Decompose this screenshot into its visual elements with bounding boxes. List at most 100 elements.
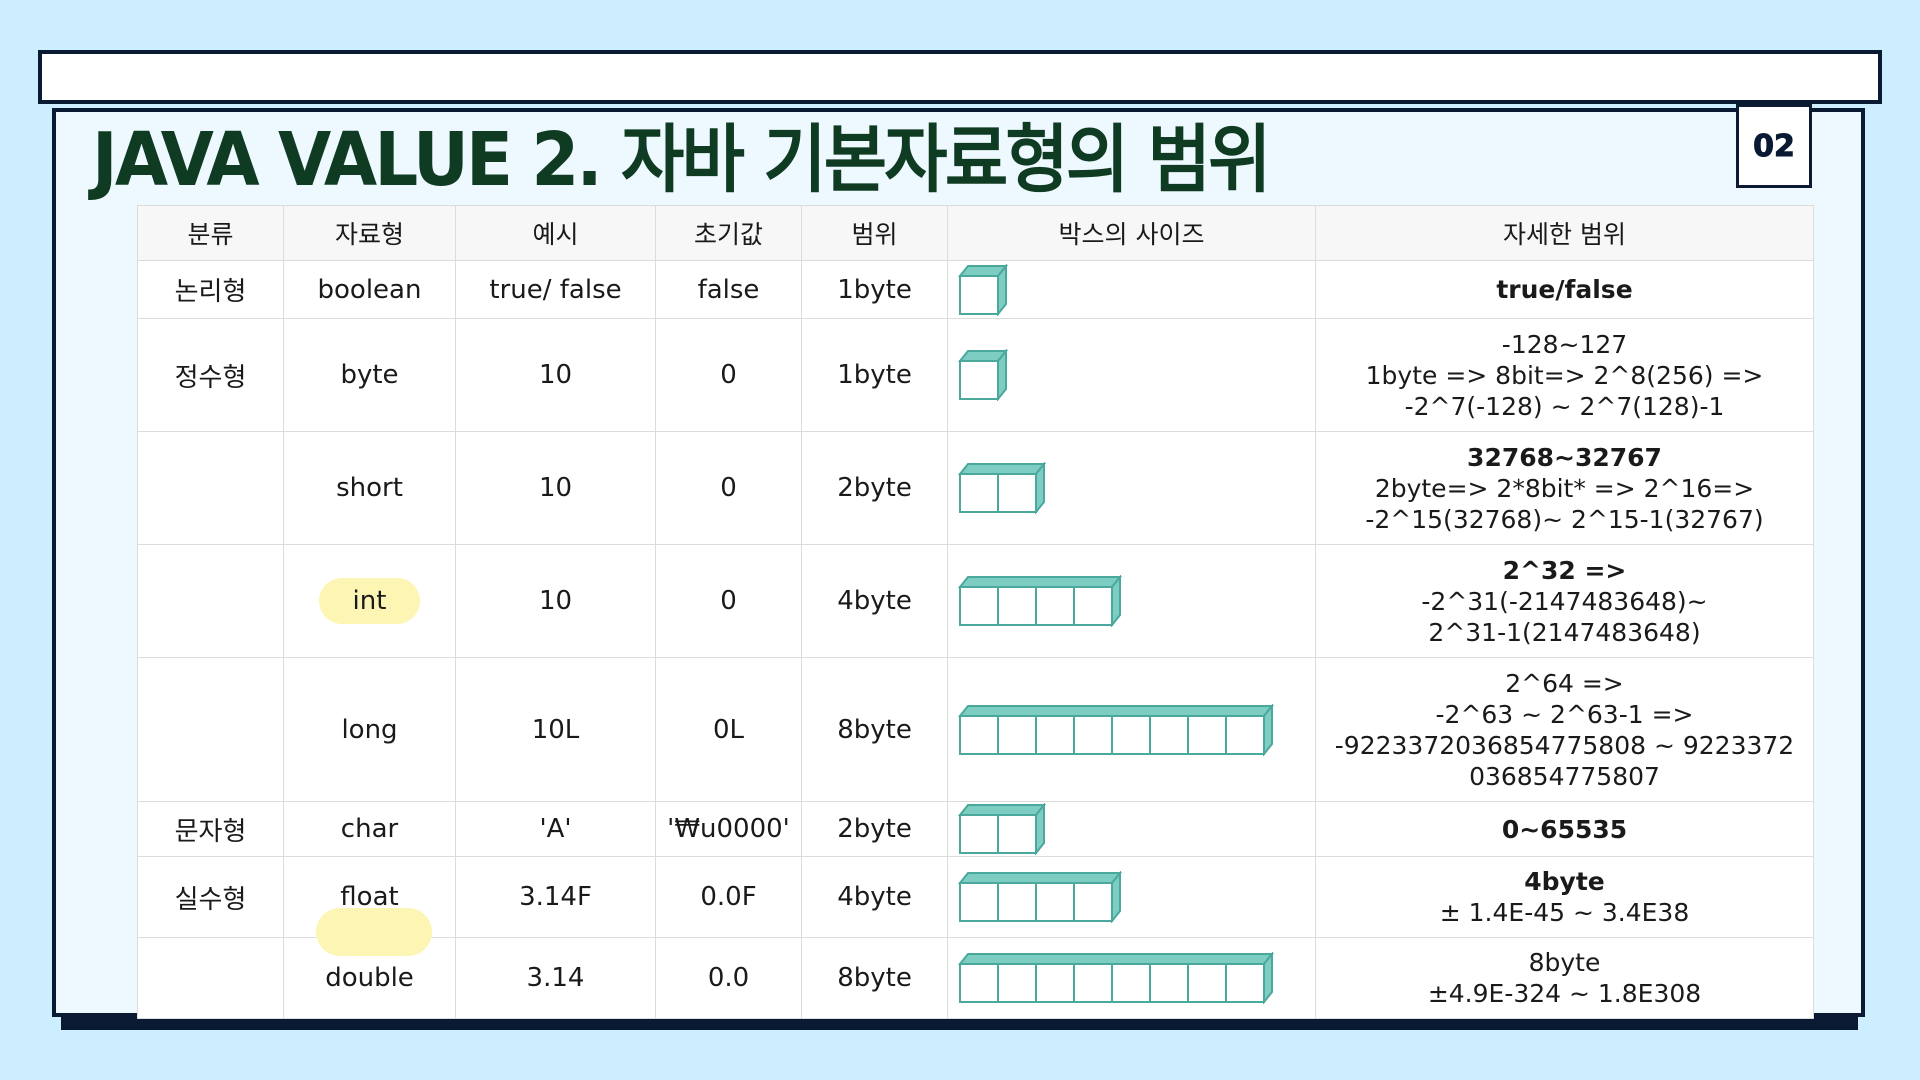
box-top-face [958,804,1046,816]
cell-detail-range: 0~65535 [1315,801,1814,857]
byte-box [959,586,999,626]
byte-box [959,714,999,755]
box-side-face [997,263,1007,316]
detail-line: 8byte [1528,948,1601,977]
box-top-face [958,704,1274,717]
byte-boxes-icon [958,349,1008,401]
cell-type: byte [283,318,456,432]
detail-line: 036854775807 [1469,761,1660,791]
byte-box [1225,714,1265,755]
byte-box [997,714,1037,755]
box-side-face [997,349,1007,401]
detail-line: 0~65535 [1501,814,1628,844]
cell-detail-range: 32768~32767 2byte=> 2*8bit* => 2^16=> -2^1… [1315,431,1814,545]
cell-initial: 0.0 [655,937,802,1019]
box-side-face [1111,871,1121,923]
highlight-mark [316,908,432,956]
byte-box [1035,714,1075,755]
detail-line: -128~127 [1501,329,1628,359]
byte-box [1225,963,1265,1003]
byte-box [997,882,1037,922]
data-type-table: 분류 자료형 예시 초기값 범위 박스의 사이즈 자세한 범위 논리형 boole… [137,205,1814,1019]
cell-example: true/ false [455,260,656,319]
cell-range: 8byte [801,937,948,1019]
cell-type: long [283,657,456,802]
cell-detail-range: true/false [1315,260,1814,319]
table-row: int 10 0 4byte 2^32 => -2^31(-2147483648)~ 2^3… [137,544,1814,658]
cell-box-size [947,657,1316,802]
header-detail: 자세한 범위 [1315,205,1814,261]
header-range: 범위 [801,205,948,261]
cell-detail-range: 2^64 => -2^63 ~ 2^63-1 => -922337203685477… [1315,657,1814,802]
byte-box [1035,882,1075,922]
detail-line: 2^64 => [1505,668,1624,698]
byte-box [997,586,1037,626]
byte-box [1111,963,1151,1003]
cell-box-size [947,431,1316,545]
box-top-face [958,953,1274,965]
page-number-badge: 02 [1736,104,1812,188]
cell-category: 정수형 [137,318,284,432]
byte-box [1187,714,1227,755]
cell-initial: 0.0F [655,856,802,938]
cell-category [137,544,284,658]
header-category: 분류 [137,205,284,261]
cell-example: 'A' [455,801,656,857]
box-side-face [1263,952,1273,1004]
cell-category: 문자형 [137,801,284,857]
cell-box-size [947,937,1316,1019]
byte-boxes-icon [958,462,1046,514]
page-number: 02 [1753,128,1796,164]
box-side-face [1111,575,1121,627]
cell-range: 8byte [801,657,948,802]
header-initial: 초기값 [655,205,802,261]
cell-category [137,937,284,1019]
cell-box-size [947,856,1316,938]
byte-box [1073,586,1113,626]
cell-detail-range: -128~127 1byte => 8bit=> 2^8(256) => -2^7(… [1315,318,1814,432]
highlighted-type: int [318,578,421,624]
cell-type: int [283,544,456,658]
cell-example: 10 [455,318,656,432]
cell-example: 3.14 [455,937,656,1019]
byte-box [1035,963,1075,1003]
cell-example: 10 [455,544,656,658]
box-top-face [958,463,1046,475]
cell-type: short [283,431,456,545]
cell-initial: 0L [655,657,802,802]
byte-box [1073,882,1113,922]
byte-box [959,274,999,315]
table-row: long 10L 0L 8byte 2^64 => -2^63 ~ 2^63-1 => -9… [137,657,1814,802]
cell-detail-range: 8byte ±4.9E-324 ~ 1.8E308 [1315,937,1814,1019]
detail-line: 32768~32767 [1467,442,1662,472]
table-row: 실수형 float 3.14F 0.0F 4byte 4byte ± 1.4E-45 ~ 3… [137,856,1814,938]
detail-line: -2^63 ~ 2^63-1 => [1435,699,1694,729]
byte-box [1073,963,1113,1003]
byte-box [1035,586,1075,626]
table-row: short 10 0 2byte 32768~32767 2byte=> 2*8bit* … [137,431,1814,545]
byte-boxes-icon [958,803,1046,855]
cell-detail-range: 2^32 => -2^31(-2147483648)~ 2^31-1(2147483… [1315,544,1814,658]
table-row: 논리형 boolean true/ false false 1byte true/fals… [137,260,1814,319]
byte-boxes-icon [958,703,1274,756]
detail-line: -2^15(32768)~ 2^15-1(32767) [1365,504,1764,534]
cell-range: 4byte [801,856,948,938]
byte-box [1149,963,1189,1003]
cell-type: char [283,801,456,857]
detail-line: true/false [1496,275,1633,304]
cell-range: 4byte [801,544,948,658]
header-box-size: 박스의 사이즈 [947,205,1316,261]
detail-line: 2^32 => [1502,555,1627,585]
cell-initial: 0 [655,544,802,658]
cell-box-size [947,260,1316,319]
box-top-face [958,576,1122,588]
cell-example: 10 [455,431,656,545]
cell-category: 실수형 [137,856,284,938]
detail-line: 1byte => 8bit=> 2^8(256) => [1365,360,1764,390]
cell-range: 2byte [801,801,948,857]
header-type: 자료형 [283,205,456,261]
cell-box-size [947,801,1316,857]
detail-line: 2byte=> 2*8bit* => 2^16=> [1374,473,1755,503]
cell-initial: '₩u0000' [655,801,802,857]
cell-category [137,431,284,545]
